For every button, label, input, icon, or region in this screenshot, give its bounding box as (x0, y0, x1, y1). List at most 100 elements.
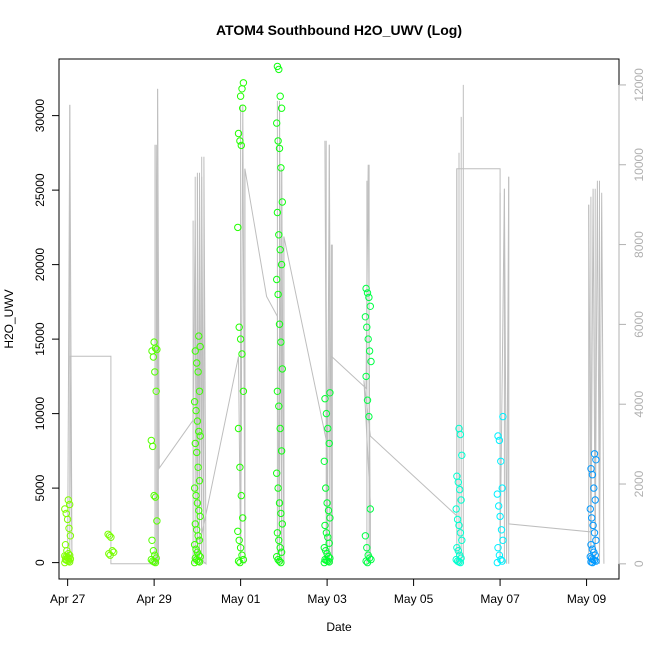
data-point (64, 496, 73, 504)
data-point (363, 289, 372, 297)
data-point (190, 398, 199, 406)
data-point (278, 365, 286, 373)
data-point (190, 484, 199, 492)
data-point (195, 387, 204, 395)
data-point (196, 342, 204, 351)
y-tick-label: 10000 (33, 397, 47, 431)
data-point (275, 536, 283, 544)
altitude-line (67, 88, 605, 565)
data-point (193, 499, 202, 507)
data-point (458, 536, 466, 544)
data-point (458, 451, 466, 459)
data-point (494, 544, 502, 552)
x-tick-label: May 07 (480, 592, 520, 606)
data-point (238, 350, 246, 358)
data-point (498, 557, 506, 565)
data-point (496, 512, 504, 521)
data-point (149, 353, 158, 361)
data-point (588, 514, 596, 522)
data-point (151, 368, 159, 376)
data-point (324, 506, 333, 515)
data-point (195, 332, 203, 340)
data-point (456, 529, 465, 537)
data-point (105, 532, 114, 540)
data-point (195, 536, 204, 544)
data-point (277, 509, 285, 518)
data-point (191, 439, 200, 448)
data-point (273, 208, 282, 217)
data-point (278, 520, 286, 528)
data-point (195, 477, 204, 485)
data-point (587, 465, 595, 473)
data-point (364, 335, 372, 343)
data-point (61, 541, 70, 549)
series-group (273, 62, 286, 567)
series-group (586, 450, 600, 567)
data-point (363, 544, 371, 552)
x-tick-label: May 05 (394, 592, 434, 606)
data-point (454, 478, 462, 486)
data-point (365, 412, 373, 421)
data-point (276, 544, 284, 552)
data-point (498, 484, 506, 492)
data-point (273, 469, 281, 477)
y-tick-label: 30000 (33, 99, 47, 133)
data-point (277, 338, 285, 346)
data-point (457, 496, 465, 504)
data-point (275, 499, 284, 507)
y2-tick-label: 10000 (632, 148, 646, 182)
data-point (66, 532, 75, 540)
series-group (104, 530, 118, 559)
data-point (361, 532, 370, 540)
data-point (277, 260, 286, 269)
data-point (235, 323, 243, 331)
data-point (456, 430, 465, 439)
data-point (321, 521, 329, 530)
data-point (456, 551, 464, 559)
data-point (192, 406, 200, 415)
y-tick-label: 0 (33, 559, 47, 566)
data-point (587, 558, 595, 566)
data-point (495, 502, 503, 510)
data-point (104, 530, 112, 538)
data-point (153, 345, 161, 354)
data-point (275, 231, 283, 239)
y2-tick-label: 6000 (632, 311, 646, 338)
data-point (591, 496, 599, 504)
y2-tick-label: 12000 (632, 68, 646, 102)
data-point (278, 198, 286, 206)
data-point (364, 551, 372, 559)
data-point (234, 557, 243, 565)
data-point (275, 320, 284, 328)
y-tick-label: 20000 (33, 248, 47, 282)
data-point (239, 387, 248, 395)
data-point (196, 432, 204, 440)
data-point (493, 490, 501, 498)
data-point (273, 62, 282, 71)
data-point (587, 541, 595, 549)
data-point (237, 141, 246, 150)
data-point (234, 424, 243, 433)
data-point (62, 509, 70, 518)
data-point (276, 424, 284, 433)
data-point (238, 85, 246, 93)
data-point (66, 500, 74, 509)
data-point (192, 545, 200, 553)
y-axis-label: H2O_UWV (2, 289, 16, 348)
data-point (234, 129, 243, 138)
data-point (194, 463, 202, 471)
data-point (190, 541, 199, 549)
y2-tick-label: 8000 (632, 231, 646, 258)
data-point (151, 551, 159, 559)
data-point (499, 412, 507, 421)
altitude-series (67, 84, 605, 565)
data-point (456, 485, 464, 494)
data-point (150, 338, 158, 346)
data-point (239, 104, 247, 112)
data-point (194, 532, 202, 540)
data-point (322, 484, 330, 492)
data-point (239, 555, 248, 564)
data-point (236, 335, 245, 343)
data-point (236, 92, 245, 100)
data-point (276, 92, 284, 100)
